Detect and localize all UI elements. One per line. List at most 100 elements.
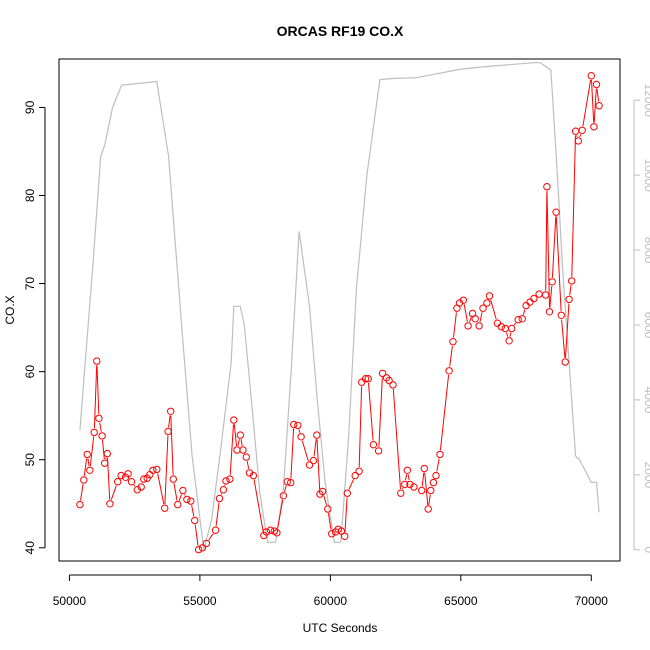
co-data-point [117, 471, 125, 480]
co-line-segment [402, 487, 404, 490]
co-line-segment [83, 458, 88, 476]
y2-tick-label: 10000 [642, 158, 650, 192]
co-line-segment [323, 495, 328, 506]
co-data-point [485, 292, 494, 300]
y2-axis: 0 2000 4000 6000 8000 10000 12000 [633, 84, 650, 553]
co-data-point [101, 459, 109, 467]
co-data-point [114, 478, 122, 486]
co-line-segment [208, 533, 214, 541]
altitude-series-group [79, 62, 600, 550]
y2-tick-label: 12000 [642, 84, 650, 118]
co-data-point [505, 337, 513, 345]
y2-tick-label: 4000 [642, 387, 650, 414]
co-data-point [397, 489, 405, 497]
co-data-point [378, 369, 387, 378]
co-line-segment [316, 439, 321, 490]
co-data-point [369, 441, 378, 449]
co-data-point [483, 299, 491, 307]
co-line-segment [233, 424, 237, 446]
co-data-point [202, 539, 211, 548]
co-data-point [403, 466, 411, 474]
co-data-point [337, 527, 345, 535]
co-data-point [215, 494, 224, 503]
co-line-segment [93, 365, 98, 429]
co-line-segment [368, 382, 374, 441]
co-line-segment [298, 429, 301, 433]
co-data-point [98, 432, 106, 440]
co-data-point [262, 528, 271, 536]
co-data-point [568, 277, 576, 285]
co-data-point [318, 487, 327, 496]
co-line-segment [284, 485, 287, 492]
co-line-segment [191, 505, 195, 517]
co-data-point [464, 322, 472, 330]
co-line-segment [253, 479, 264, 532]
co-data-point [530, 294, 538, 303]
co-data-point [149, 466, 157, 474]
co-data-point [290, 420, 298, 429]
y2-tick-label: 8000 [642, 237, 650, 264]
co-line-segment [301, 440, 309, 462]
x-axis: 50000 55000 60000 65000 70000 [53, 574, 608, 608]
co-data-point [242, 453, 251, 461]
co-data-point [169, 475, 178, 483]
co-data-point [93, 357, 101, 365]
y-axis-label: CO.X [3, 295, 17, 324]
co-data-point [187, 497, 195, 505]
co-data-point [590, 123, 598, 131]
co-data-point [198, 544, 207, 552]
co-data-point [83, 450, 91, 459]
co-data-point [364, 375, 372, 383]
co-line-segment [87, 458, 90, 467]
co-data-point [557, 311, 565, 319]
co-data-point [479, 304, 487, 312]
co-line-segment [593, 88, 597, 123]
co-data-point [389, 381, 397, 389]
y2-tick-label: 6000 [642, 312, 650, 339]
co-data-point [385, 376, 393, 385]
co-data-point [406, 480, 414, 489]
co-line-segment [277, 499, 284, 529]
co-data-point [545, 308, 554, 316]
co-data-point [475, 322, 483, 330]
co-data-point [324, 505, 332, 513]
co-data-point [294, 421, 302, 430]
co-line-segment [220, 493, 223, 495]
co-data-point [103, 449, 112, 458]
co-series-group [76, 72, 603, 554]
co-data-point [76, 500, 84, 509]
co-data-point [420, 464, 428, 473]
co-line-segment [565, 303, 570, 358]
co-data-point [179, 486, 187, 495]
co-data-point [313, 431, 321, 439]
co-data-point [374, 447, 383, 455]
co-data-point [191, 516, 199, 525]
co-data-point [592, 80, 601, 89]
co-line-segment [229, 424, 234, 475]
x-tick-label: 55000 [183, 594, 217, 608]
co-data-point [497, 323, 505, 331]
co-line-segment [453, 312, 457, 338]
co-data-point [328, 530, 336, 538]
co-data-point [595, 102, 603, 110]
co-data-point [587, 72, 595, 80]
co-data-point [361, 375, 370, 383]
co-data-point [432, 471, 440, 480]
y-axis: 40 50 60 70 80 90 [23, 100, 46, 554]
co-line-segment [327, 513, 332, 530]
co-data-point [273, 529, 281, 537]
co-data-point [230, 416, 238, 424]
co-data-point [95, 414, 103, 422]
co-data-point [331, 528, 340, 536]
co-line-segment [551, 216, 557, 278]
co-line-segment [569, 285, 572, 296]
co-data-point [418, 486, 426, 495]
x-tick-label: 60000 [314, 594, 348, 608]
co-data-point [287, 478, 295, 487]
co-line-segment [436, 458, 440, 472]
co-line-segment [246, 461, 250, 469]
co-line-segment [102, 440, 105, 460]
co-line-segment [194, 524, 199, 546]
co-data-point [410, 483, 418, 491]
